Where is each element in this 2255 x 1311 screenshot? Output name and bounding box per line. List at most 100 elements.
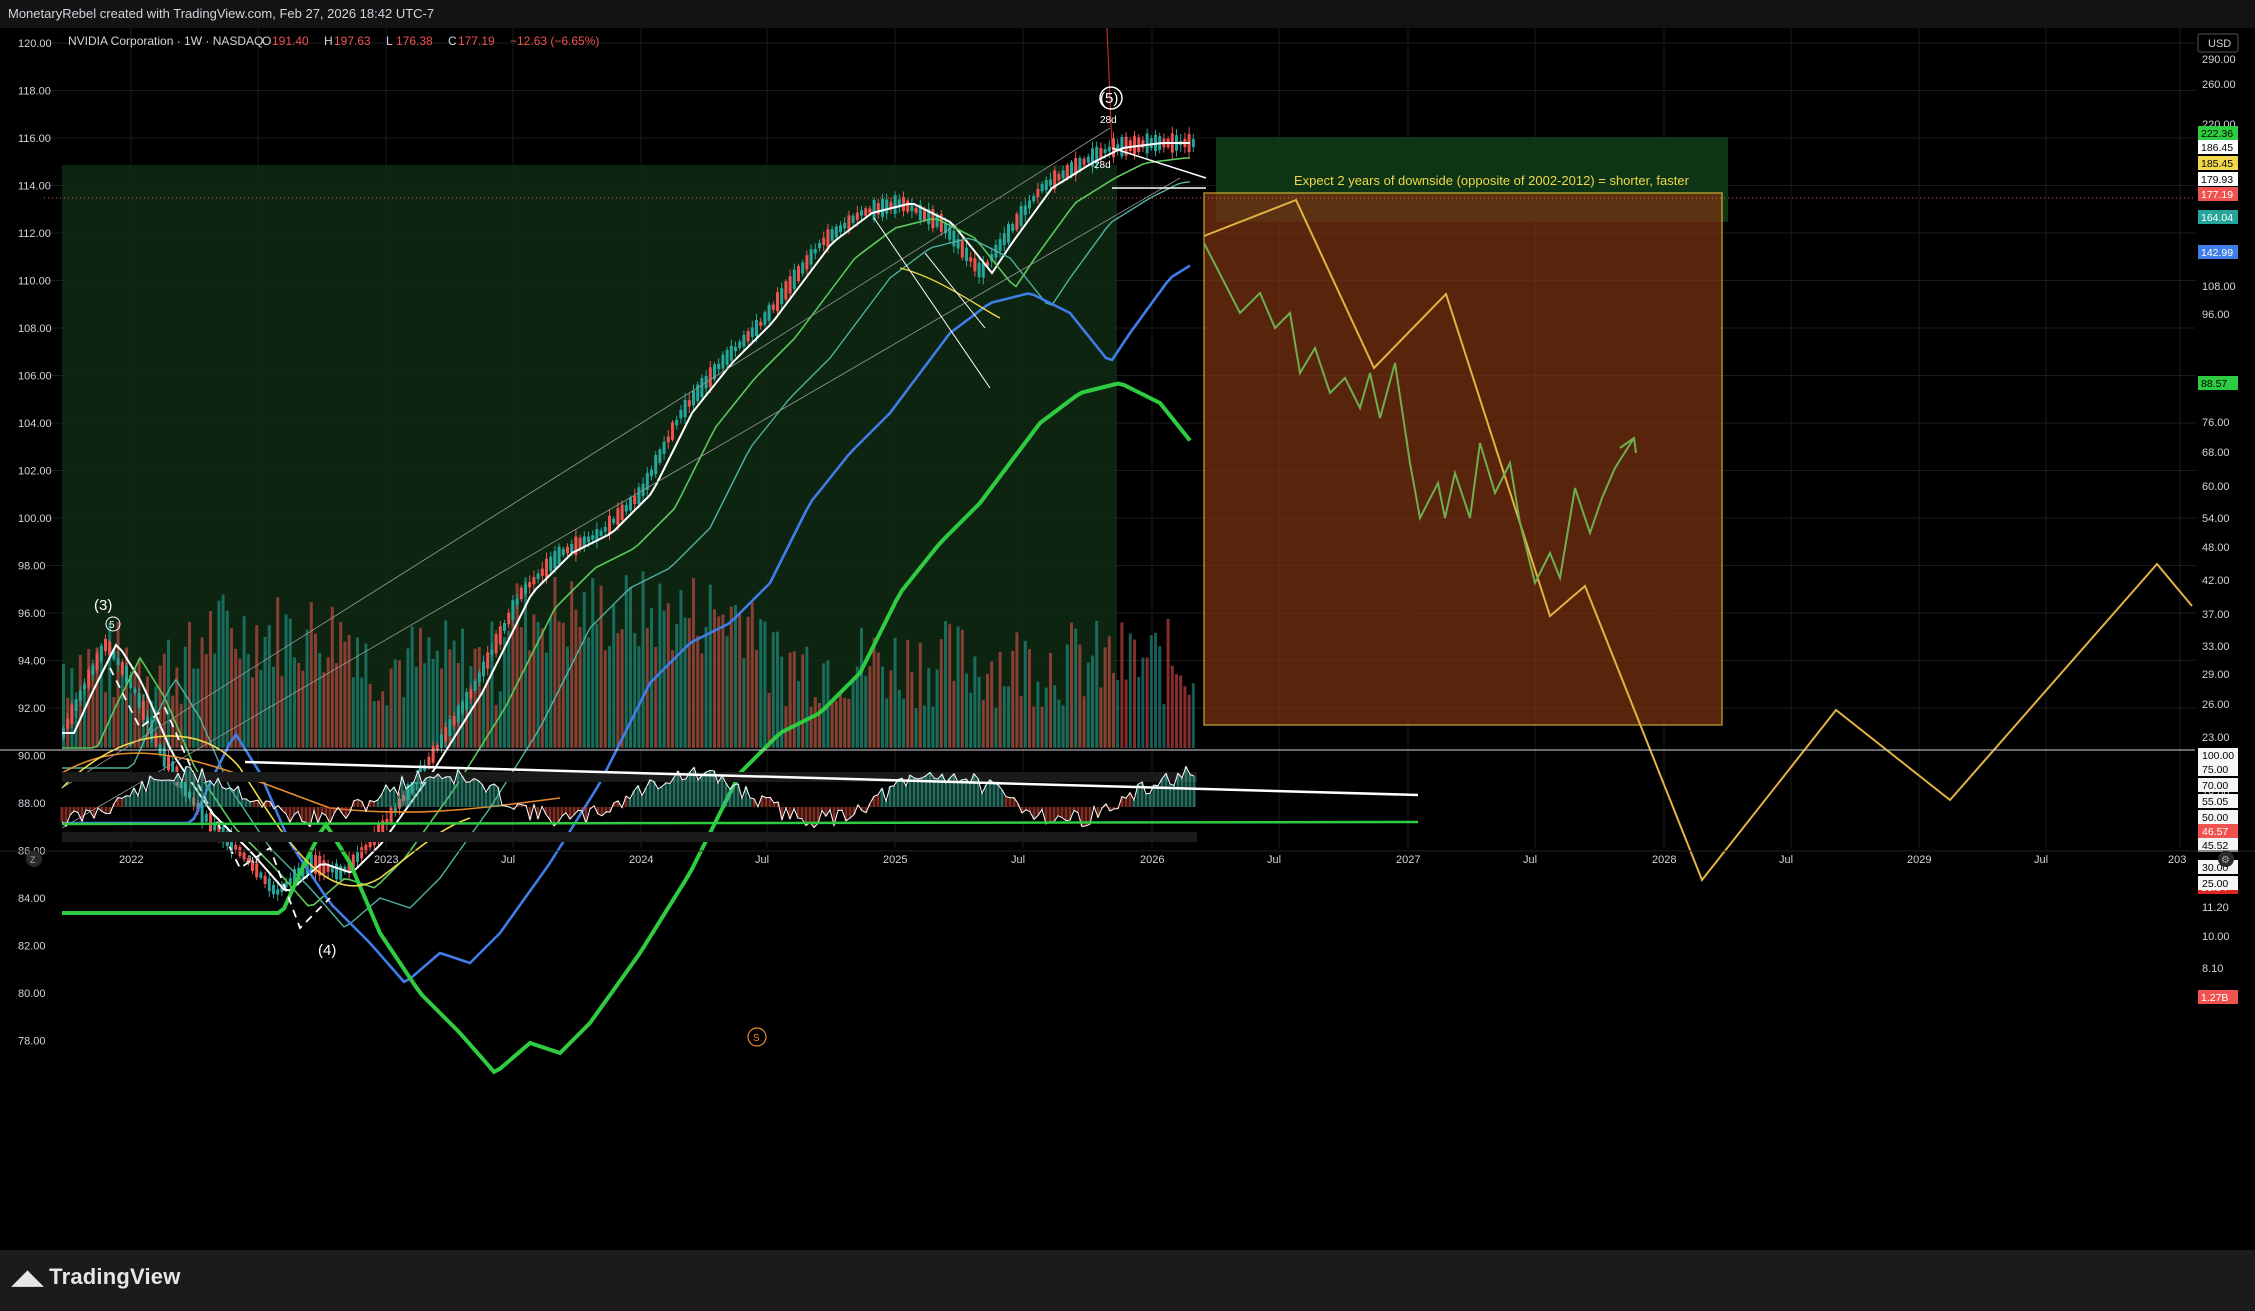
candle-body bbox=[767, 304, 771, 321]
right-axis-tick: 11.20 bbox=[2202, 902, 2229, 914]
tradingview-logo[interactable]: ◢◣ TradingView bbox=[12, 1264, 181, 1290]
volume-bar bbox=[507, 630, 511, 748]
wave-5-sub-label-2: 28d bbox=[1094, 160, 1111, 171]
candle-body bbox=[452, 716, 456, 726]
osc-axis-tick: 75.00 bbox=[2202, 764, 2228, 776]
volume-bar bbox=[62, 663, 65, 748]
candle-body bbox=[801, 262, 805, 274]
volume-bar bbox=[448, 649, 452, 748]
candle-body bbox=[217, 822, 221, 839]
candle-body bbox=[826, 229, 830, 248]
volume-bar bbox=[595, 623, 599, 748]
volume-bar bbox=[897, 689, 901, 748]
candle-body bbox=[393, 807, 397, 813]
volume-bar bbox=[830, 699, 834, 748]
left-axis-tick: 88.00 bbox=[18, 798, 46, 810]
volume-bar bbox=[209, 611, 212, 748]
candle-body bbox=[74, 699, 78, 711]
candle-body bbox=[662, 441, 666, 454]
candle-body bbox=[792, 269, 796, 289]
candle-body bbox=[360, 847, 364, 859]
candle-body bbox=[566, 546, 569, 554]
volume-bar bbox=[1028, 649, 1031, 748]
candle-body bbox=[78, 690, 82, 701]
volume-bar bbox=[809, 706, 813, 748]
settings-gear-glyph: ⚙ bbox=[2221, 855, 2230, 866]
candle-body bbox=[851, 215, 855, 223]
volume-bar bbox=[377, 700, 380, 748]
osc-badge-value: 46.57 bbox=[2202, 826, 2228, 838]
volume-bar bbox=[364, 643, 368, 748]
price-chart-svg[interactable]: Expect 2 years of downside (opposite of … bbox=[0, 28, 2255, 1250]
candle-body bbox=[784, 281, 788, 300]
candle-body bbox=[326, 865, 330, 872]
candle-body bbox=[133, 688, 137, 694]
candle-body bbox=[1036, 188, 1040, 197]
candle-body bbox=[683, 399, 687, 418]
wave-5-sub-label: 28d bbox=[1100, 115, 1117, 126]
candle-body bbox=[234, 844, 238, 850]
price-badge-bg bbox=[2198, 376, 2238, 390]
volume-bar bbox=[1044, 687, 1048, 748]
candle-body bbox=[679, 410, 683, 419]
volume-bar bbox=[771, 632, 775, 748]
candle-body bbox=[1107, 146, 1111, 152]
candle-body bbox=[855, 212, 859, 220]
volume-bar bbox=[1032, 706, 1036, 748]
candle-body bbox=[364, 844, 368, 853]
volume-bar bbox=[893, 637, 897, 748]
candle-body bbox=[788, 276, 792, 294]
volume-bar bbox=[776, 631, 779, 748]
candle-body bbox=[536, 573, 540, 580]
candle-body bbox=[293, 869, 296, 887]
left-axis-tick: 116.00 bbox=[18, 133, 51, 145]
volume-bar bbox=[120, 670, 124, 748]
chart-area[interactable]: Expect 2 years of downside (opposite of … bbox=[0, 28, 2255, 1250]
volume-bar bbox=[540, 628, 544, 748]
candle-body bbox=[843, 222, 847, 229]
time-axis-tick: Jul bbox=[1267, 854, 1281, 866]
price-badge-value: 179.93 bbox=[2201, 174, 2233, 186]
candle-body bbox=[965, 247, 968, 261]
volume-bar bbox=[927, 668, 931, 748]
volume-bar bbox=[1002, 686, 1006, 748]
volume-bar bbox=[750, 602, 754, 748]
candle-body bbox=[146, 716, 149, 725]
candle-body bbox=[431, 746, 435, 763]
osc-axis-tick: 45.52 bbox=[2202, 840, 2228, 852]
candle-body bbox=[763, 312, 767, 325]
volume-bar bbox=[986, 673, 989, 748]
volume-bar bbox=[763, 621, 767, 748]
right-axis-tick: 10.00 bbox=[2202, 931, 2230, 943]
candle-body bbox=[507, 612, 511, 625]
candle-body bbox=[444, 726, 448, 742]
candle-body bbox=[129, 675, 133, 689]
candle-body bbox=[112, 650, 116, 660]
volume-bar bbox=[906, 639, 910, 748]
price-badge-value: 1.27B bbox=[2201, 992, 2228, 1004]
volume-bar bbox=[305, 629, 309, 748]
ma-thick-green-line bbox=[62, 381, 1192, 1075]
volume-bar bbox=[1170, 665, 1174, 748]
time-axis-tick: Jul bbox=[755, 854, 769, 866]
candle-body bbox=[368, 841, 372, 848]
osc-axis-tick: 100.00 bbox=[2202, 750, 2234, 762]
volume-bar bbox=[427, 637, 431, 748]
candle-body bbox=[1120, 136, 1124, 157]
volume-bar bbox=[1040, 706, 1044, 748]
volume-bar bbox=[746, 616, 750, 748]
right-axis-tick: 260.00 bbox=[2202, 79, 2236, 91]
volume-bar bbox=[112, 697, 116, 748]
volume-bar bbox=[486, 679, 490, 748]
price-badge-bg bbox=[2198, 172, 2238, 186]
axis-menu-button bbox=[26, 851, 42, 867]
candle-body bbox=[427, 756, 431, 766]
volume-bar bbox=[654, 646, 658, 748]
volume-bar bbox=[914, 707, 918, 748]
channel-line-b bbox=[924, 252, 986, 329]
candle-body bbox=[591, 535, 595, 540]
candle-body bbox=[1091, 148, 1094, 167]
right-axis-tick: 68.00 bbox=[2202, 447, 2230, 459]
volume-bar bbox=[1162, 704, 1166, 748]
candle-body bbox=[1078, 157, 1082, 171]
